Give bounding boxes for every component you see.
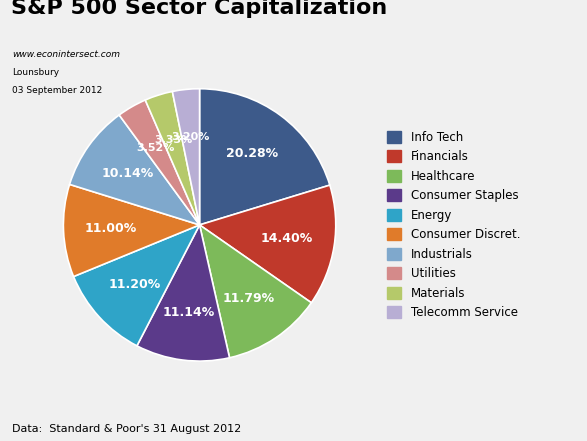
Legend: Info Tech, Financials, Healthcare, Consumer Staples, Energy, Consumer Discret., : Info Tech, Financials, Healthcare, Consu… [383, 126, 525, 324]
Text: Data:  Standard & Poor's 31 August 2012: Data: Standard & Poor's 31 August 2012 [12, 424, 241, 434]
Wedge shape [73, 225, 200, 346]
Text: 3.52%: 3.52% [136, 143, 175, 153]
Wedge shape [145, 91, 200, 225]
Text: 3.20%: 3.20% [171, 132, 210, 142]
Wedge shape [173, 89, 200, 225]
Title: S&P 500 Sector Capitalization: S&P 500 Sector Capitalization [12, 0, 387, 18]
Wedge shape [70, 115, 200, 225]
Wedge shape [119, 100, 200, 225]
Text: Lounsbury: Lounsbury [12, 68, 59, 77]
Text: 10.14%: 10.14% [102, 167, 154, 180]
Wedge shape [137, 225, 230, 361]
Text: 11.79%: 11.79% [223, 292, 275, 305]
Text: 11.14%: 11.14% [162, 306, 214, 319]
Text: 14.40%: 14.40% [261, 232, 313, 245]
Wedge shape [200, 89, 330, 225]
Text: 11.00%: 11.00% [85, 222, 137, 235]
Wedge shape [200, 185, 336, 303]
Text: www.econintersect.com: www.econintersect.com [12, 50, 120, 60]
Text: 3.33%: 3.33% [154, 135, 192, 146]
Text: 11.20%: 11.20% [108, 278, 160, 291]
Wedge shape [63, 184, 200, 277]
Text: 20.28%: 20.28% [226, 147, 278, 160]
Wedge shape [200, 225, 311, 358]
Text: 03 September 2012: 03 September 2012 [12, 86, 102, 95]
